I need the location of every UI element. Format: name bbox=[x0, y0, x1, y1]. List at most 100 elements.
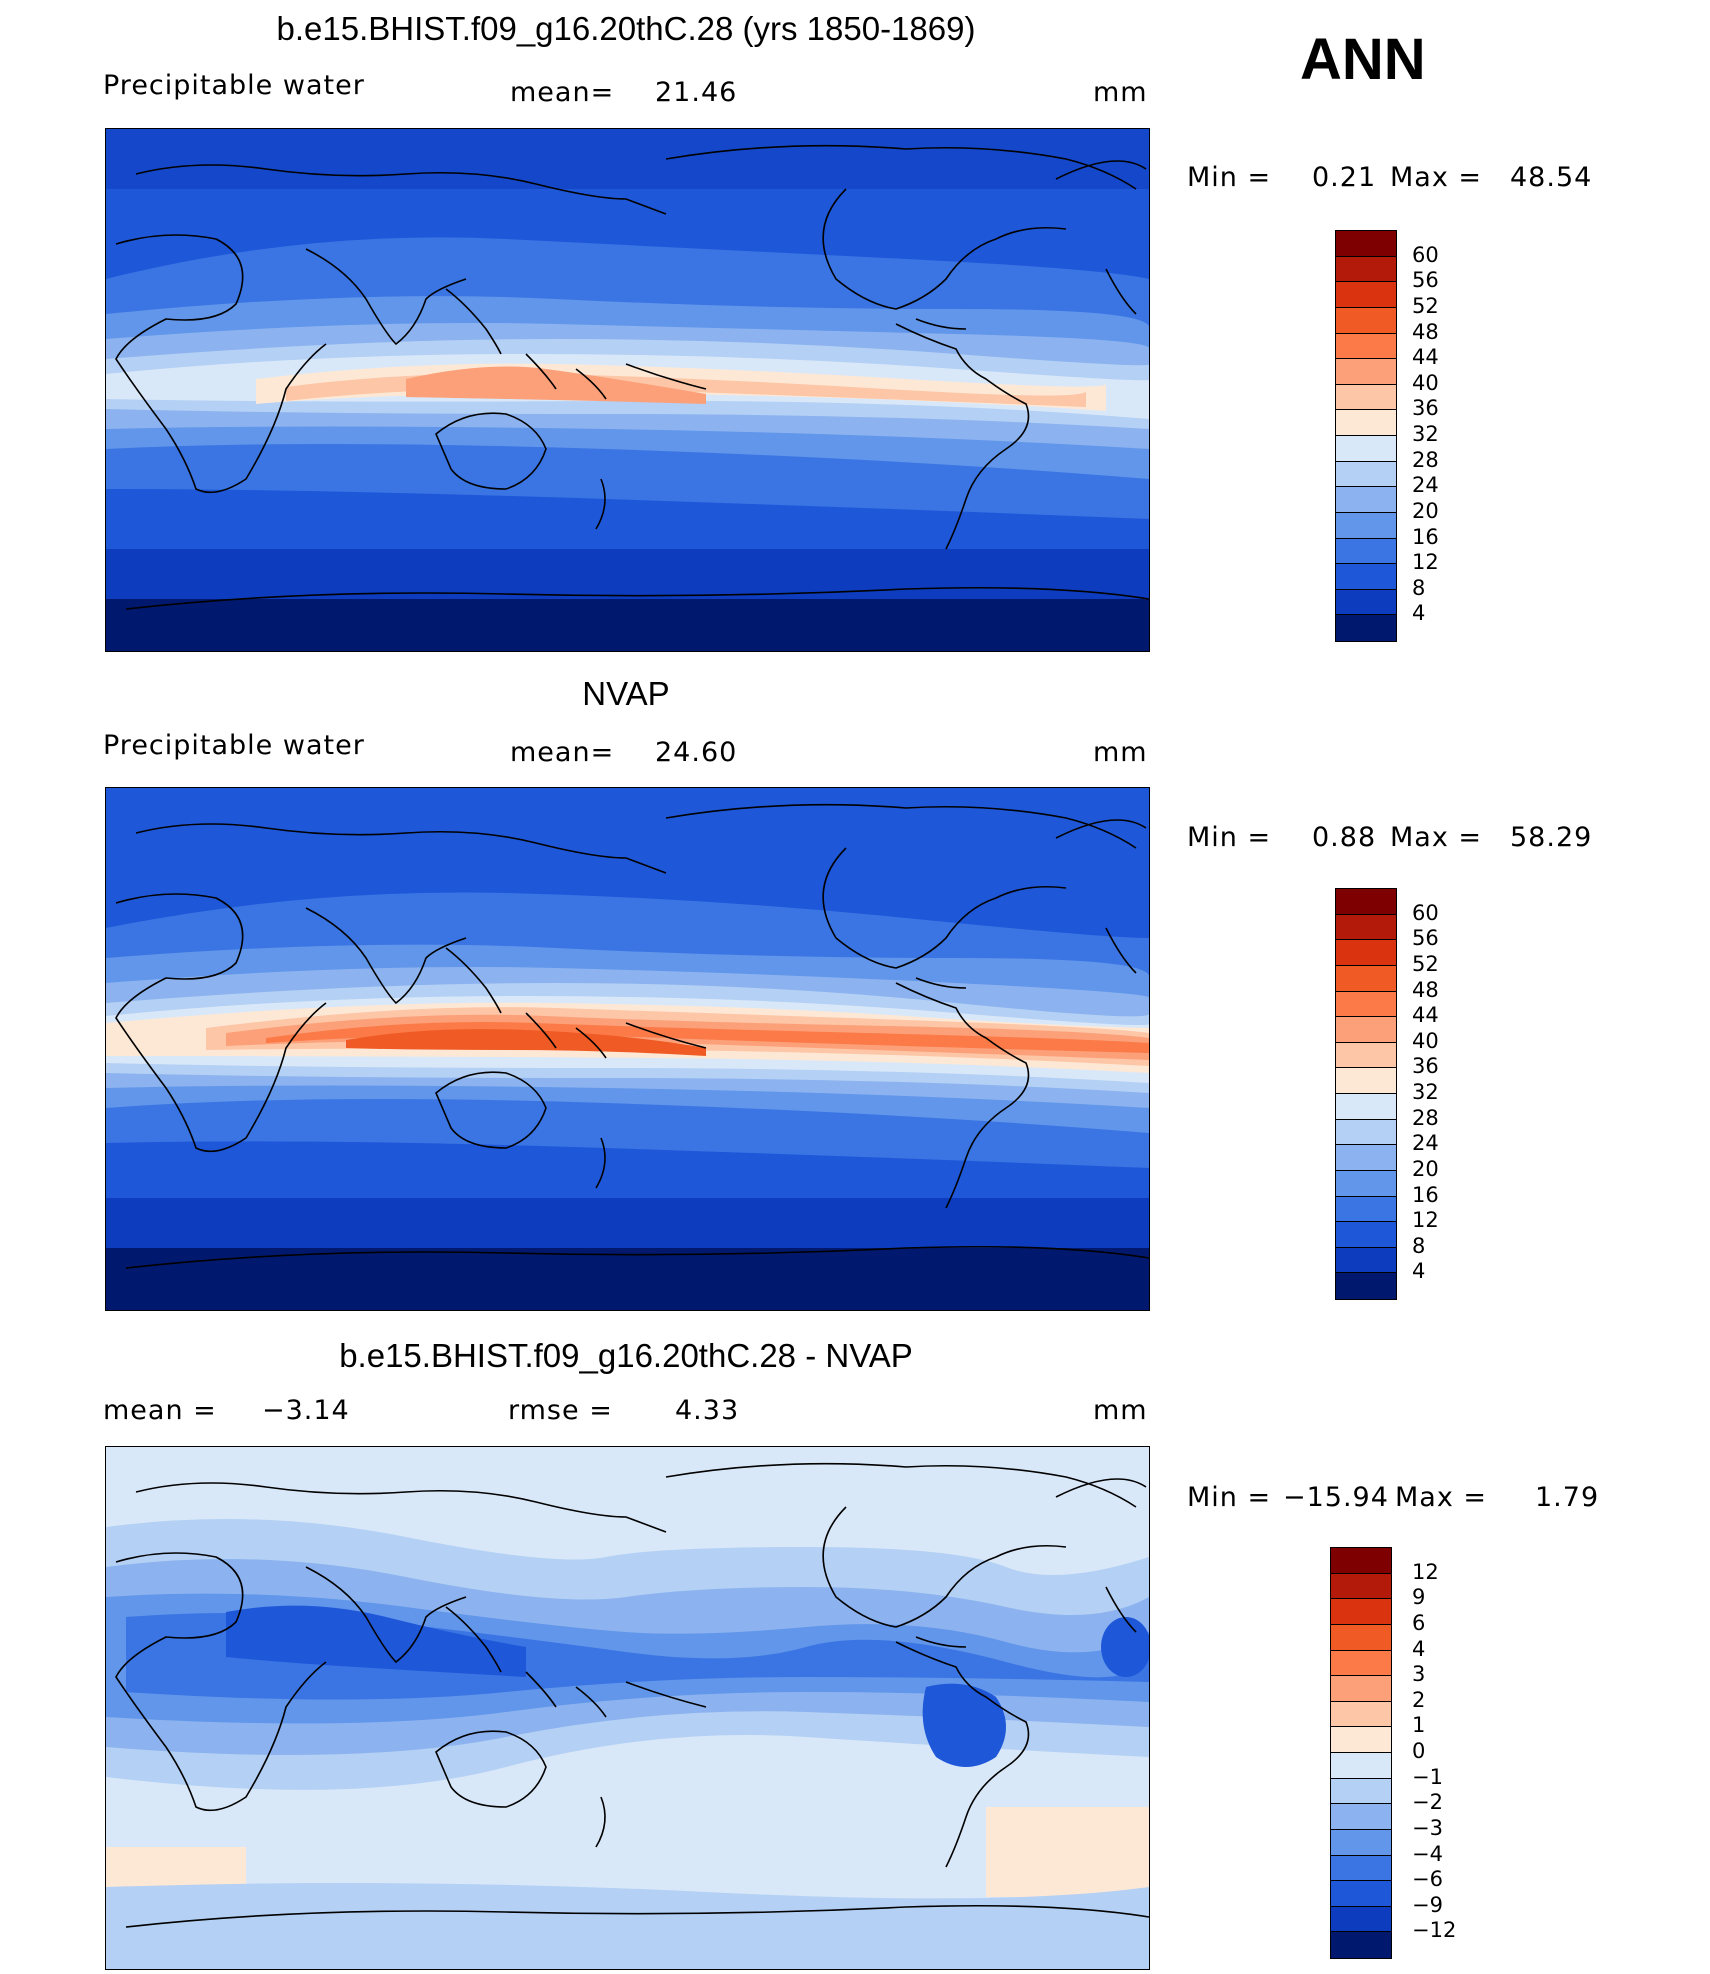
colorbar-tick-label: 1 bbox=[1412, 1713, 1426, 1738]
colorbar-cell bbox=[1336, 436, 1396, 462]
colorbar-cell bbox=[1331, 1727, 1391, 1753]
panel-3-min-label: Min = bbox=[1187, 1482, 1272, 1513]
colorbar-tick-label: 2 bbox=[1412, 1687, 1426, 1712]
colorbar-tick-label: 28 bbox=[1412, 1105, 1439, 1130]
panel-2-map bbox=[105, 787, 1150, 1311]
colorbar-cell bbox=[1336, 1222, 1396, 1248]
colorbar-tick-label: 56 bbox=[1412, 926, 1439, 951]
colorbar-cell bbox=[1336, 359, 1396, 385]
colorbar-tick-label: 12 bbox=[1412, 550, 1439, 575]
panel-2-mean-label: mean= bbox=[510, 737, 615, 768]
colorbar-cell bbox=[1336, 1170, 1396, 1197]
colorbar-cell bbox=[1331, 1778, 1391, 1805]
colorbar-tick-label: −12 bbox=[1412, 1918, 1457, 1943]
colorbar-tick-label: 32 bbox=[1412, 1080, 1439, 1104]
colorbar-tick-label: 16 bbox=[1412, 524, 1439, 549]
colorbar-cell bbox=[1336, 307, 1396, 334]
colorbar-tick-label: −6 bbox=[1412, 1867, 1443, 1892]
colorbar-cell bbox=[1336, 282, 1396, 308]
colorbar-cell bbox=[1336, 1145, 1396, 1171]
panel-2-colorbar-ticks: 60 56 52 48 44 40 36 32 28 24 20 16 12 8 4 bbox=[1412, 888, 1492, 1298]
colorbar-cell bbox=[1331, 1829, 1391, 1856]
panel-3-mean-label: mean = bbox=[103, 1395, 217, 1426]
colorbar-tick-label: 56 bbox=[1412, 268, 1439, 293]
panel-3-colorbar bbox=[1330, 1547, 1392, 1959]
colorbar-cell bbox=[1331, 1573, 1391, 1600]
season-label: ANN bbox=[1300, 27, 1426, 92]
colorbar-cell bbox=[1336, 615, 1396, 641]
colorbar-tick-label: 60 bbox=[1412, 900, 1439, 925]
panel-3-units: mm bbox=[1093, 1395, 1148, 1426]
colorbar-cell bbox=[1331, 1753, 1391, 1779]
panel-3-colorbar-ticks: 12 9 6 4 3 2 1 0 −1 −2 −3 −4 −6 −9 −12 bbox=[1412, 1547, 1492, 1957]
colorbar-cell bbox=[1336, 889, 1396, 915]
colorbar-tick-label: 24 bbox=[1412, 473, 1439, 498]
panel-1-map-svg bbox=[106, 129, 1149, 651]
colorbar-tick-label: 8 bbox=[1412, 1233, 1426, 1258]
colorbar-tick-label: 28 bbox=[1412, 447, 1439, 472]
colorbar-tick-label: 24 bbox=[1412, 1131, 1439, 1156]
colorbar-cell bbox=[1336, 256, 1396, 283]
colorbar-cell bbox=[1336, 1273, 1396, 1299]
colorbar-tick-label: 9 bbox=[1412, 1585, 1426, 1610]
panel-2-units: mm bbox=[1093, 737, 1148, 768]
colorbar-tick-label: 44 bbox=[1412, 1003, 1439, 1028]
colorbar-cell bbox=[1331, 1932, 1391, 1958]
panel-2-max-label: Max = bbox=[1390, 822, 1483, 853]
panel-1-map bbox=[105, 128, 1150, 652]
panel-1-colorbar-ticks: 60 56 52 48 44 40 36 32 28 24 20 16 12 8 4 bbox=[1412, 230, 1492, 640]
colorbar-tick-label: 4 bbox=[1412, 1259, 1426, 1284]
panel-2-min-label: Min = bbox=[1187, 822, 1272, 853]
panel-3-max-value: 1.79 bbox=[1535, 1482, 1600, 1513]
colorbar-cell bbox=[1336, 1119, 1396, 1146]
panel-2-max-value: 58.29 bbox=[1510, 822, 1593, 853]
panel-2-mean-value: 24.60 bbox=[655, 737, 738, 768]
panel-1-variable: Precipitable water bbox=[103, 70, 365, 101]
panel-3-title: b.e15.BHIST.f09_g16.20thC.28 - NVAP bbox=[339, 1337, 913, 1374]
panel-1-mean-label: mean= bbox=[510, 77, 615, 108]
panel-3-map-svg bbox=[106, 1447, 1149, 1969]
colorbar-cell bbox=[1336, 965, 1396, 992]
colorbar-cell bbox=[1331, 1676, 1391, 1702]
colorbar-tick-label: 52 bbox=[1412, 293, 1439, 318]
panel-1-units: mm bbox=[1093, 77, 1148, 108]
panel-3-min-value: −15.94 bbox=[1283, 1482, 1389, 1513]
panel-2-variable: Precipitable water bbox=[103, 730, 365, 761]
colorbar-cell bbox=[1336, 384, 1396, 411]
panel-3-map bbox=[105, 1446, 1150, 1970]
colorbar-tick-label: −3 bbox=[1412, 1815, 1443, 1840]
colorbar-cell bbox=[1331, 1906, 1391, 1933]
colorbar-tick-label: 4 bbox=[1412, 601, 1426, 626]
colorbar-tick-label: 16 bbox=[1412, 1182, 1439, 1207]
panel-3-mean-value: −3.14 bbox=[262, 1395, 350, 1426]
colorbar-tick-label: −4 bbox=[1412, 1841, 1443, 1866]
colorbar-cell bbox=[1331, 1650, 1391, 1677]
colorbar-cell bbox=[1336, 1196, 1396, 1223]
colorbar-cell bbox=[1336, 410, 1396, 436]
colorbar-cell bbox=[1336, 461, 1396, 488]
panel-2-colorbar bbox=[1335, 888, 1397, 1300]
colorbar-tick-label: 20 bbox=[1412, 498, 1439, 523]
panel-1-min-value: 0.21 bbox=[1312, 162, 1377, 193]
panel-1-title: b.e15.BHIST.f09_g16.20thC.28 (yrs 1850-1… bbox=[276, 10, 976, 47]
colorbar-cell bbox=[1336, 564, 1396, 590]
panel-2-map-svg bbox=[106, 788, 1149, 1310]
colorbar-tick-label: 3 bbox=[1412, 1662, 1426, 1687]
colorbar-cell bbox=[1336, 1094, 1396, 1120]
panel-1-coastlines bbox=[115, 144, 1149, 610]
colorbar-cell bbox=[1336, 231, 1396, 257]
colorbar-tick-label: −9 bbox=[1412, 1892, 1443, 1917]
colorbar-tick-label: 52 bbox=[1412, 951, 1439, 976]
colorbar-tick-label: −1 bbox=[1412, 1764, 1443, 1789]
panel-1-max-value: 48.54 bbox=[1510, 162, 1593, 193]
colorbar-tick-label: 8 bbox=[1412, 575, 1426, 600]
panel-3-rmse-value: 4.33 bbox=[675, 1395, 740, 1426]
colorbar-cell bbox=[1336, 991, 1396, 1018]
colorbar-cell bbox=[1336, 333, 1396, 360]
colorbar-cell bbox=[1336, 940, 1396, 966]
panel-2-min-value: 0.88 bbox=[1312, 822, 1377, 853]
colorbar-cell bbox=[1336, 589, 1396, 616]
colorbar-cell bbox=[1331, 1624, 1391, 1651]
panel-1-min-label: Min = bbox=[1187, 162, 1272, 193]
colorbar-tick-label: 20 bbox=[1412, 1156, 1439, 1181]
